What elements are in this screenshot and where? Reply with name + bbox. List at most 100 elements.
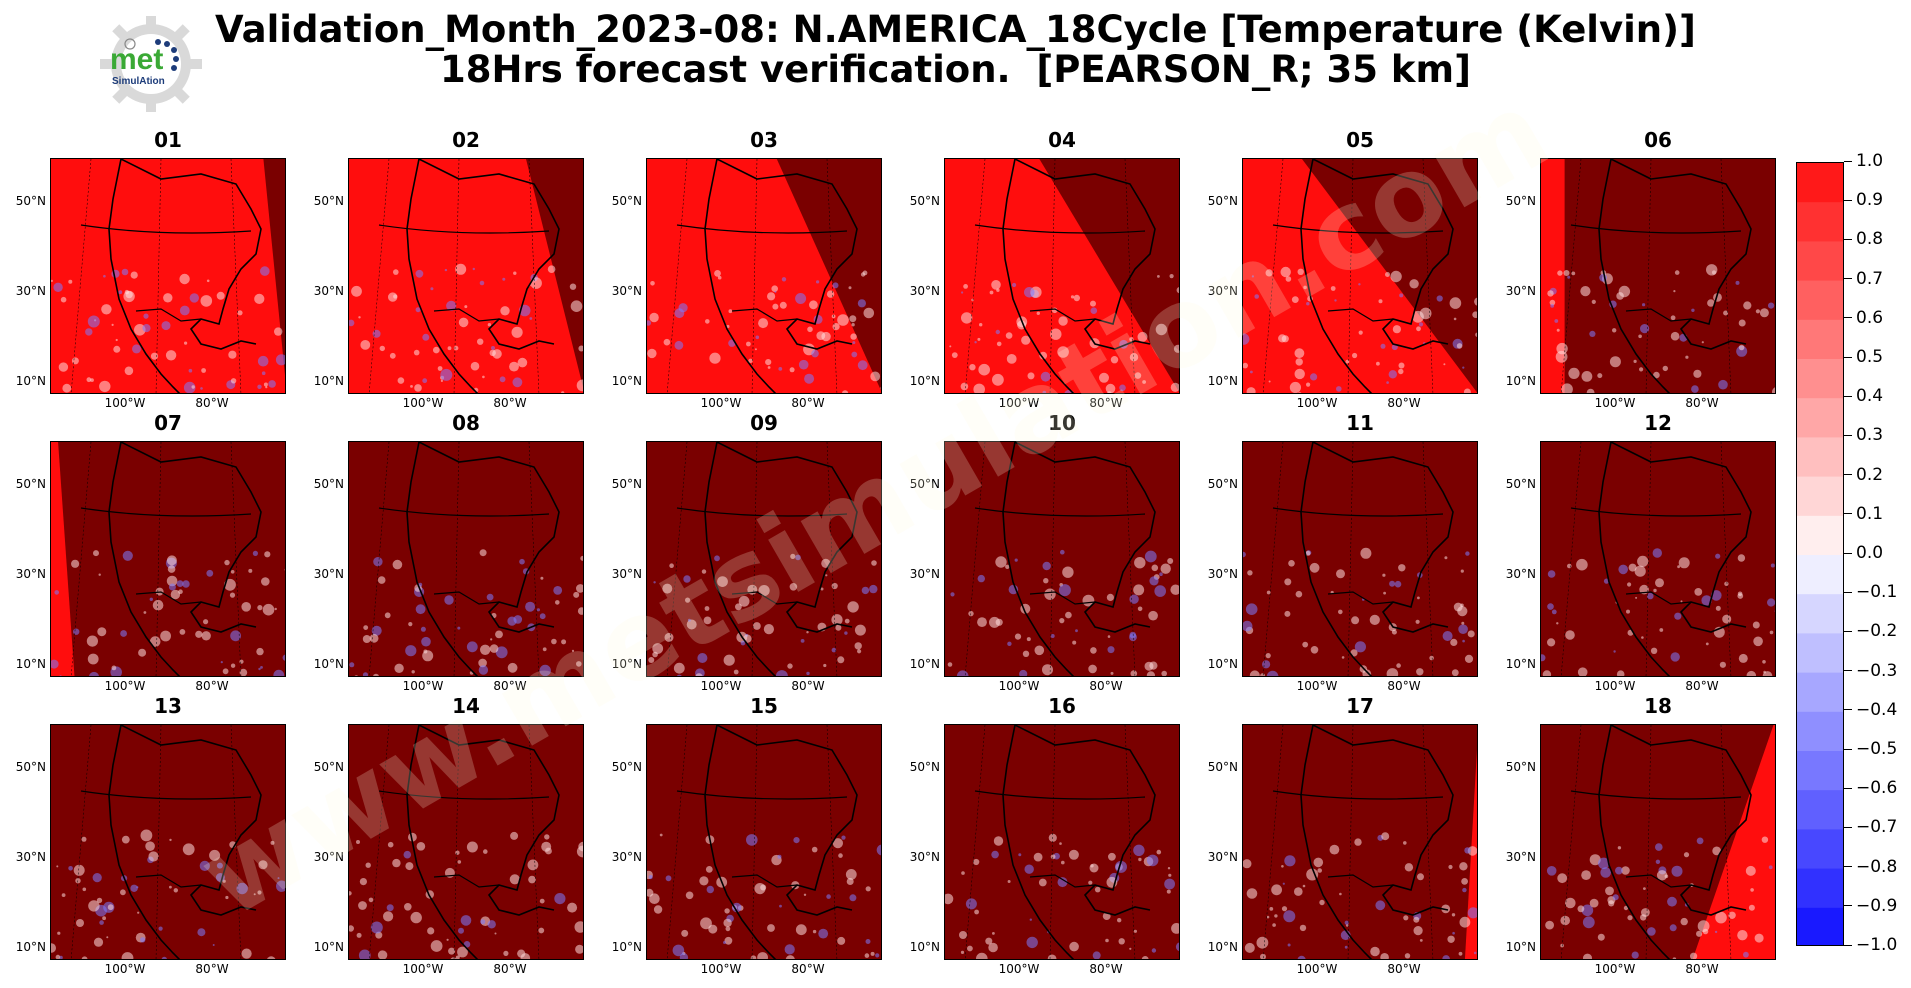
field-speckle <box>373 557 383 567</box>
field-speckle <box>1280 266 1291 278</box>
field-speckle <box>410 385 413 388</box>
field-speckle <box>111 665 117 671</box>
colorbar-tick: −0.5 <box>1844 739 1897 759</box>
field-speckle <box>1294 348 1305 359</box>
field-speckle <box>1360 547 1372 559</box>
lon-label: 80°W <box>791 679 825 693</box>
field-speckle <box>850 333 857 340</box>
field-speckle <box>561 639 567 645</box>
field-speckle <box>1417 873 1424 881</box>
field-speckle <box>58 362 69 372</box>
field-speckle <box>673 662 685 674</box>
field-speckle <box>649 893 660 904</box>
field-speckle <box>1714 930 1718 934</box>
tick-label: 0.4 <box>1856 386 1884 407</box>
field-speckle <box>1130 670 1138 676</box>
field-speckle <box>118 290 123 295</box>
field-speckle <box>239 659 244 664</box>
lat-label: 30°N <box>909 567 940 581</box>
field-speckle <box>257 890 262 895</box>
graticule-line <box>1560 159 1582 393</box>
field-speckle <box>495 646 508 659</box>
field-speckle <box>56 865 59 868</box>
field-speckle <box>169 838 172 842</box>
lat-label: 30°N <box>15 284 46 298</box>
lat-label: 50°N <box>15 760 46 774</box>
field-speckle <box>1336 569 1345 579</box>
field-speckle <box>1169 274 1174 279</box>
field-speckle <box>1723 310 1729 316</box>
field-speckle <box>991 850 999 859</box>
field-speckle <box>1762 660 1766 664</box>
field-speckle <box>509 361 519 372</box>
graticule-line <box>964 159 986 393</box>
coastline <box>1002 725 1156 959</box>
map-field <box>51 159 285 393</box>
field-speckle <box>1386 381 1389 384</box>
field-speckle <box>804 373 815 384</box>
lon-label: 100°W <box>998 962 1040 976</box>
field-speckle <box>487 323 492 327</box>
field-speckle <box>197 928 206 937</box>
lat-label: 50°N <box>611 760 642 774</box>
field-speckle <box>1151 564 1159 572</box>
lat-label: 10°N <box>909 657 940 671</box>
field-speckle <box>837 656 845 664</box>
field-speckle <box>1752 621 1760 629</box>
field-speckle <box>92 873 102 883</box>
lat-label: 30°N <box>611 284 642 298</box>
lat-label: 10°N <box>611 657 642 671</box>
night-shade <box>647 725 881 959</box>
field-speckle <box>1738 653 1748 663</box>
field-speckle <box>1737 554 1746 562</box>
field-speckle <box>386 904 394 912</box>
field-speckle <box>478 658 487 668</box>
field-speckle <box>1105 938 1109 943</box>
field-speckle <box>685 891 694 900</box>
field-speckle <box>578 345 583 352</box>
field-speckle <box>1556 328 1560 332</box>
field-speckle <box>714 270 721 277</box>
field-speckle <box>1246 888 1258 899</box>
field-speckle <box>1547 570 1556 578</box>
field-speckle <box>1376 361 1380 366</box>
field-speckle <box>55 954 61 959</box>
field-speckle <box>554 893 566 905</box>
field-speckle <box>446 938 449 941</box>
field-speckle <box>1467 630 1475 638</box>
coastline <box>704 442 858 676</box>
tick-label: 0.6 <box>1856 307 1884 328</box>
field-speckle <box>1600 867 1611 878</box>
field-speckle <box>1329 844 1340 855</box>
lon-label: 100°W <box>1296 396 1338 410</box>
field-speckle <box>945 893 954 905</box>
graticule-line <box>1645 725 1652 959</box>
field-speckle <box>264 551 271 558</box>
field-speckle <box>60 296 67 303</box>
field-speckle <box>444 268 448 272</box>
field-speckle <box>389 352 396 359</box>
country-border <box>1570 790 1742 888</box>
field-speckle <box>1461 878 1468 885</box>
field-speckle <box>1050 854 1056 860</box>
lon-label: 100°W <box>700 962 742 976</box>
field-speckle <box>354 675 358 676</box>
field-speckle <box>1567 563 1572 569</box>
field-speckle <box>440 379 443 382</box>
lat-label: 30°N <box>1505 850 1536 864</box>
graticule-line <box>1720 159 1732 393</box>
field-speckle <box>1674 270 1680 275</box>
lat-label: 30°N <box>1505 284 1536 298</box>
field-speckle <box>1715 605 1721 611</box>
field-speckle <box>99 380 111 393</box>
field-speckle <box>1451 913 1456 917</box>
tick-mark <box>1844 591 1852 593</box>
graticule-line <box>1560 725 1582 959</box>
map-panel <box>348 724 584 960</box>
field-speckle <box>165 350 177 361</box>
field-speckle <box>195 630 203 638</box>
field-speckle <box>1591 299 1596 304</box>
field-speckle <box>971 298 974 302</box>
field-speckle <box>1616 670 1625 676</box>
field-speckle <box>1680 917 1688 926</box>
